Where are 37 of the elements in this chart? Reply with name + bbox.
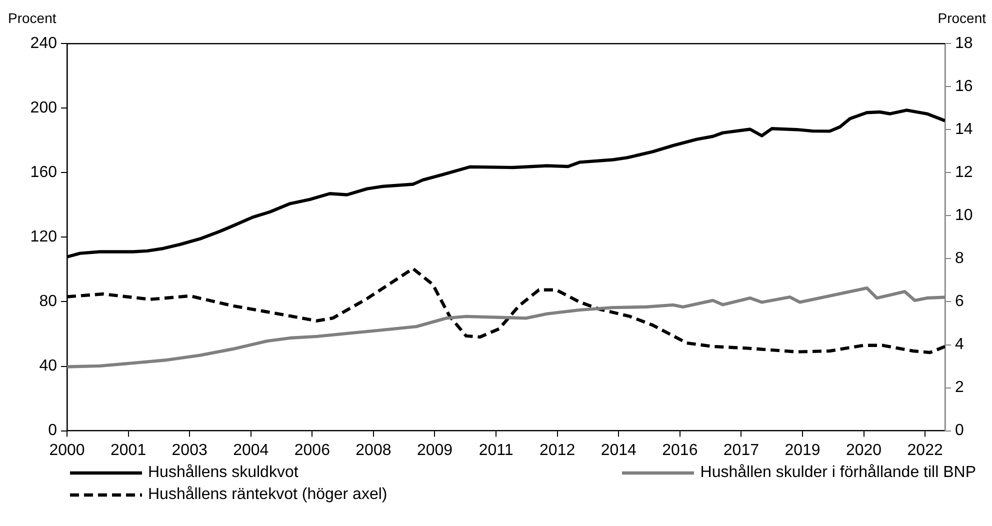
y-tick-label: 0	[48, 422, 58, 440]
x-tick-label: 2022	[907, 442, 943, 459]
legend-label: Hushållens räntekvot (höger axel)	[148, 486, 388, 504]
x-tick-label: 2003	[172, 442, 208, 459]
x-tick-label: 2006	[294, 442, 330, 459]
y-tick-label: 160	[30, 164, 58, 182]
y2-tick-label: 10	[955, 207, 973, 224]
x-tick-label: 2004	[233, 442, 269, 459]
legend-label: Hushållen skulder i förhållande till BNP	[700, 464, 976, 482]
y2-tick-label: 14	[955, 121, 973, 138]
y2-axis-title: Procent	[938, 10, 986, 26]
x-tick-label: 2017	[723, 442, 760, 459]
y-axis-title: Procent	[8, 10, 56, 26]
y2-tick-label: 4	[955, 336, 964, 354]
y-tick-label: 200	[30, 100, 58, 117]
x-tick-label: 2016	[662, 442, 698, 459]
x-tick-label: 2001	[110, 442, 146, 459]
y-tick-label: 120	[30, 228, 58, 246]
x-tick-label: 2019	[784, 442, 820, 459]
y2-tick-label: 0	[955, 422, 964, 440]
x-tick-label: 2020	[846, 442, 882, 459]
y2-tick-label: 8	[955, 250, 964, 268]
y-tick-label: 80	[39, 293, 58, 310]
x-tick-label: 2009	[416, 442, 453, 459]
x-tick-label: 2014	[600, 442, 637, 459]
x-tick-label: 2000	[49, 442, 85, 459]
y2-tick-label: 6	[955, 293, 964, 310]
x-tick-label: 2012	[540, 442, 576, 459]
y2-tick-label: 18	[955, 35, 973, 52]
y-tick-label: 240	[30, 35, 58, 52]
x-tick-label: 2011	[478, 442, 514, 459]
y-tick-label: 40	[39, 358, 58, 375]
legend-label: Hushållens skuldkvot	[148, 464, 298, 482]
y2-tick-label: 2	[955, 379, 964, 396]
x-tick-label: 2008	[356, 442, 392, 459]
y2-tick-label: 16	[955, 78, 973, 96]
y2-tick-label: 12	[955, 164, 973, 182]
